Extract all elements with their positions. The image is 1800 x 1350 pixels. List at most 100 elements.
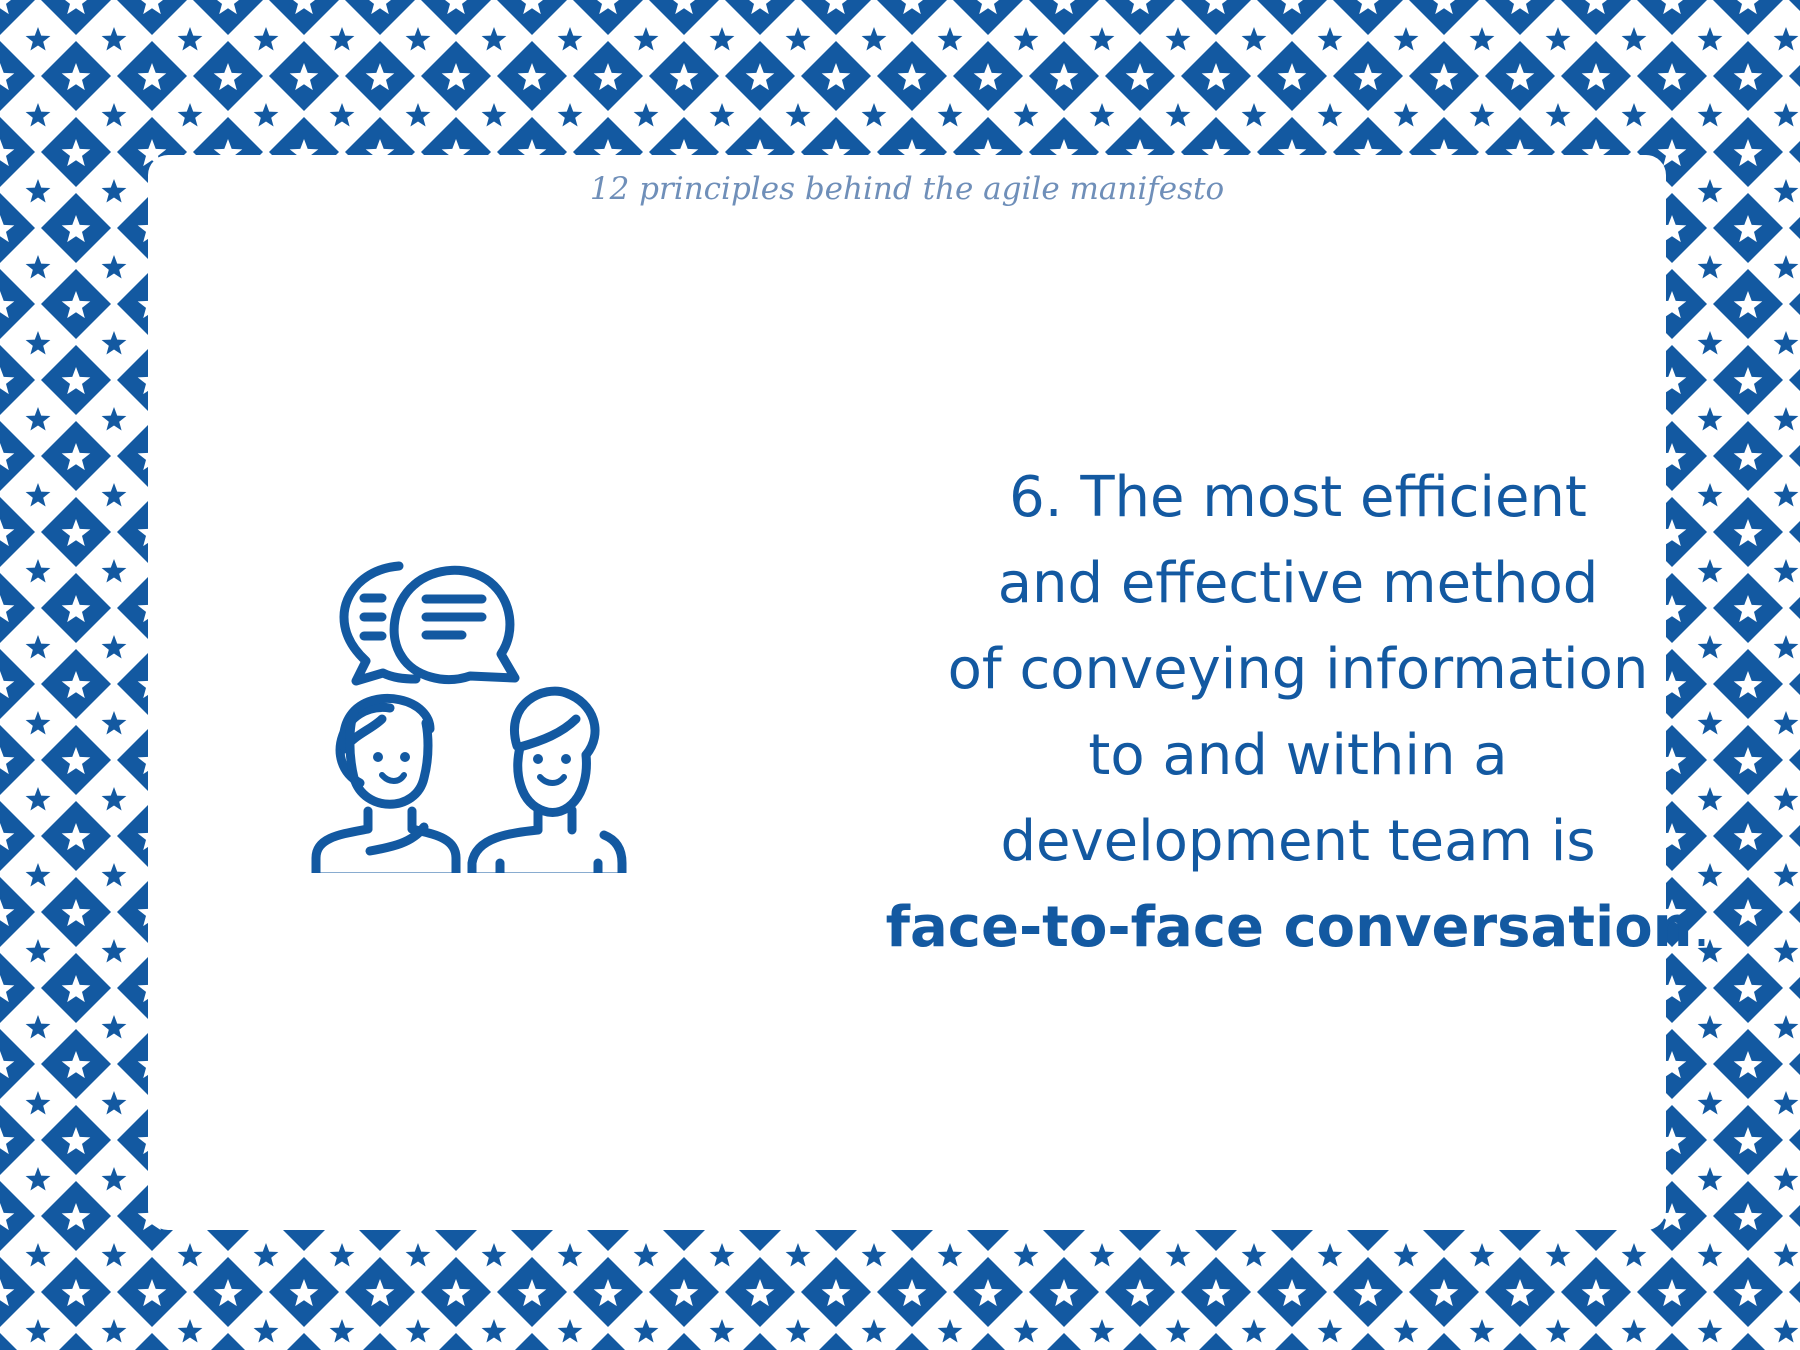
star-icon [745,63,775,91]
star-icon [253,103,279,127]
star-icon [137,1279,167,1307]
star-icon [61,215,91,243]
star-icon [0,443,15,471]
star-icon [405,1243,431,1267]
star-icon [1393,27,1419,51]
star-icon [1697,711,1723,735]
star-icon [0,215,15,243]
pattern-diamond [1275,1333,1309,1350]
star-icon [1621,1243,1647,1267]
star-icon [1657,595,1687,623]
pattern-diamond [1789,1129,1800,1151]
star-icon [1241,103,1267,127]
star-icon [1657,1051,1687,1079]
pattern-diamond [1047,1333,1081,1350]
pattern-diamond [591,1333,625,1350]
star-icon [1733,975,1763,1003]
star-icon [0,1279,15,1307]
pattern-diamond [1789,521,1800,543]
star-icon [1089,1243,1115,1267]
pattern-diamond [497,0,567,35]
pattern-diamond [743,1333,777,1350]
star-icon [1657,139,1687,167]
star-icon [1773,1091,1799,1115]
star-icon [1621,1319,1647,1343]
star-icon [1661,0,1683,15]
star-icon [1277,63,1307,91]
pattern-diamond [895,1333,929,1350]
pattern-diamond [1789,597,1800,619]
pattern-diamond [1655,1333,1689,1350]
star-icon [1657,671,1687,699]
star-icon [1089,1319,1115,1343]
star-icon [101,103,127,127]
star-icon [1733,1051,1763,1079]
star-icon [745,139,775,167]
star-icon [329,1319,355,1343]
star-icon [25,483,51,507]
pattern-diamond [193,0,263,35]
pattern-diamond [971,1333,1005,1350]
star-icon [973,139,1003,167]
pattern-diamond [1789,0,1800,11]
star-icon [1469,27,1495,51]
star-icon [673,0,695,15]
star-icon [1049,1279,1079,1307]
pattern-diamond [649,0,719,35]
pattern-diamond [0,497,35,567]
pattern-diamond [1789,445,1800,467]
star-icon [1125,1279,1155,1307]
star-icon [1697,559,1723,583]
pattern-diamond [345,0,415,35]
principle-line: 6. The most efficient [1009,465,1587,530]
star-icon [897,1279,927,1307]
star-icon [213,63,243,91]
star-icon [1697,27,1723,51]
star-icon [405,103,431,127]
pattern-diamond [0,573,35,643]
star-icon [365,63,395,91]
pattern-diamond [0,1257,35,1327]
star-icon [633,1243,659,1267]
star-icon [1585,0,1607,15]
star-icon [1049,63,1079,91]
star-icon [1697,255,1723,279]
star-icon [369,0,391,15]
star-icon [25,787,51,811]
star-icon [1013,27,1039,51]
pattern-diamond [1713,0,1783,35]
star-icon [0,0,11,15]
pattern-diamond [0,1181,35,1251]
pattern-diamond [0,801,35,871]
star-icon [141,0,163,15]
star-icon [1733,139,1763,167]
star-icon [217,0,239,15]
star-icon [137,63,167,91]
star-icon [25,1015,51,1039]
star-icon [137,139,167,167]
star-icon [61,747,91,775]
pattern-diamond [515,1333,549,1350]
star-icon [445,0,467,15]
star-icon [937,1243,963,1267]
star-icon [1733,1203,1763,1231]
star-icon [25,255,51,279]
star-icon [253,1319,279,1343]
star-icon [1621,103,1647,127]
star-icon [405,27,431,51]
star-icon [25,939,51,963]
star-icon [65,0,87,15]
star-icon [25,863,51,887]
pattern-diamond [1731,1333,1765,1350]
star-icon [1657,291,1687,319]
star-icon [709,27,735,51]
star-icon [1697,1091,1723,1115]
star-icon [25,331,51,355]
star-icon [785,1243,811,1267]
star-icon [1697,331,1723,355]
star-icon [597,0,619,15]
principle-ending: . [1692,895,1711,960]
pattern-diamond [1105,0,1175,35]
star-icon [253,1243,279,1267]
star-icon [1317,27,1343,51]
